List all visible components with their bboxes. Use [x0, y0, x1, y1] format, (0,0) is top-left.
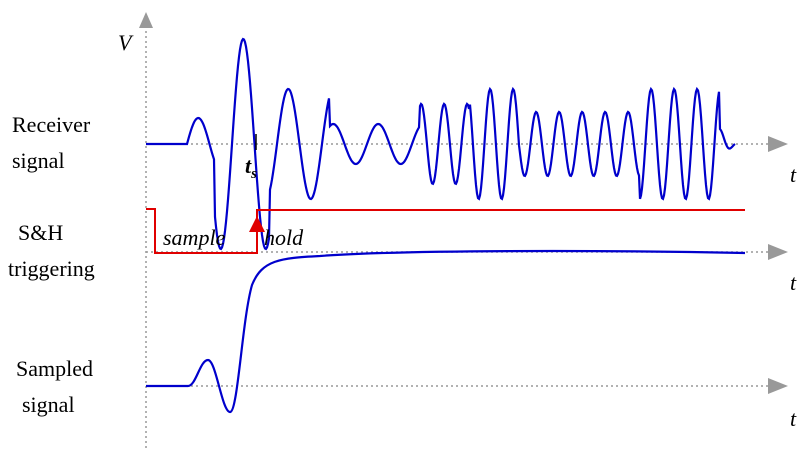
axis-arrow [768, 244, 788, 260]
row-label: Receiver [12, 112, 91, 137]
trigger-label: sample [163, 225, 226, 250]
row-label: S&H [18, 220, 63, 245]
row-label: Sampled [16, 356, 93, 381]
axis-label: V [118, 30, 134, 55]
axis-arrow [768, 136, 788, 152]
marker-symbol: t [245, 153, 252, 178]
axis-arrow [139, 12, 153, 28]
row-label: signal [22, 392, 75, 417]
axis-label: t [790, 406, 797, 431]
sampled-waveform [146, 249, 746, 414]
trigger-arrow [249, 216, 265, 232]
row-label: triggering [8, 256, 95, 281]
axis-label: t [790, 162, 797, 187]
axis-label: t [790, 270, 797, 295]
axis-arrow [768, 378, 788, 394]
marker-subscript: s [250, 166, 257, 182]
trigger-label: hold [264, 225, 304, 250]
trigger-signal [146, 208, 745, 254]
row-label: signal [12, 148, 65, 173]
sample-marker: ts [245, 153, 257, 182]
receiver-waveform [146, 37, 736, 251]
